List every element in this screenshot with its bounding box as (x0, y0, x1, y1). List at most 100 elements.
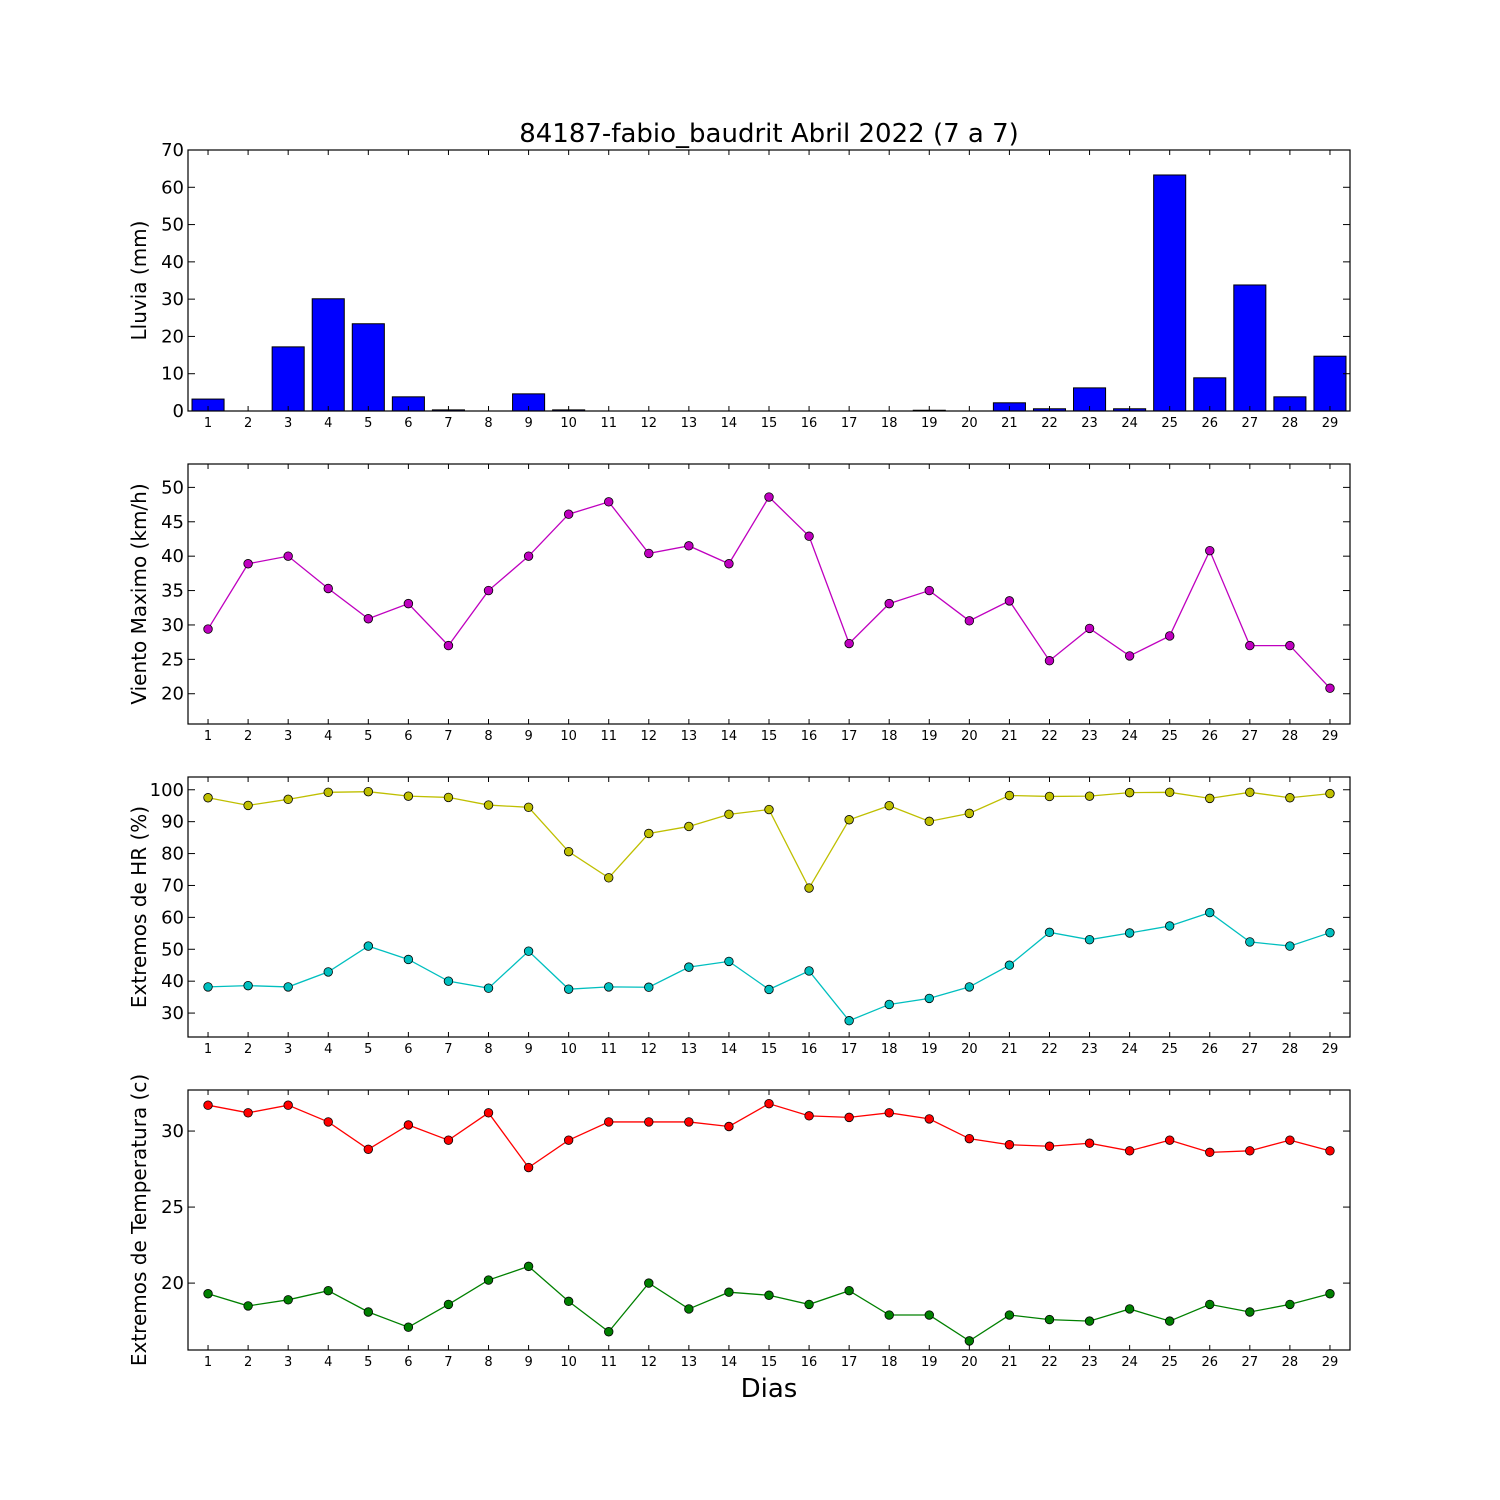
bar-day-4 (311, 298, 345, 412)
x-tick-label: 2 (244, 1355, 252, 1370)
x-tick-label: 3 (284, 729, 292, 744)
point-series-1-day-8 (483, 1108, 494, 1118)
y-tick-label: 20 (161, 326, 184, 347)
point-series-2-day-25 (1164, 1316, 1175, 1326)
x-tick-label: 17 (841, 416, 858, 431)
x-tick-label: 23 (1081, 729, 1098, 744)
point-series-2-day-16 (804, 966, 814, 976)
point-series-1-day-4 (323, 1117, 333, 1127)
panel-3: 1 2 3 4 5 6 7 8 9 10 11 12 13 14 15 16 17 18 19 20 21 22 23 24 2… (127, 776, 1351, 1057)
x-axis-label: Dias (741, 1374, 798, 1404)
y-tick-label: 0 (173, 401, 184, 422)
y-tick-label: 30 (161, 1121, 184, 1142)
bar-day-27 (1233, 284, 1267, 412)
point-series-1-day-3 (283, 1100, 293, 1110)
point-series-2-day-22 (1044, 1314, 1055, 1325)
point-series-1-day-23 (1084, 791, 1095, 801)
point-series-2-day-24 (1124, 1304, 1135, 1314)
point-series-1-day-16 (804, 883, 814, 893)
x-tick-label: 10 (560, 1355, 577, 1370)
x-tick-label: 16 (801, 416, 818, 431)
x-tick-label: 24 (1121, 1042, 1138, 1057)
point-series-1-day-10 (563, 1135, 574, 1145)
point-series-2-day-7 (443, 976, 454, 986)
point-series-1-day-26 (1205, 1147, 1215, 1158)
x-tick-label: 9 (524, 1355, 532, 1370)
panel-4: 1 2 3 4 5 6 7 8 9 10 11 12 13 14 15 16 17 18 19 20 21 22 23 24 2… (127, 1074, 1351, 1370)
point-series-2-day-14 (724, 956, 734, 967)
point-series-1-day-11 (604, 497, 614, 507)
x-tick-label: 2 (244, 729, 252, 744)
point-series-2-day-29 (1325, 927, 1335, 938)
x-tick-label: 19 (921, 729, 938, 744)
x-tick-label: 15 (761, 416, 778, 431)
point-series-2-day-8 (483, 1275, 494, 1285)
x-tick-label: 26 (1201, 416, 1218, 431)
x-tick-label: 23 (1081, 1355, 1098, 1370)
point-series-2-day-24 (1124, 928, 1135, 938)
point-series-1-day-21 (1004, 790, 1015, 801)
y-tick-label: 40 (161, 971, 184, 992)
point-series-2-day-27 (1245, 937, 1255, 947)
x-tick-label: 12 (641, 416, 658, 431)
x-tick-label: 14 (721, 416, 738, 431)
x-tick-label: 23 (1081, 1042, 1098, 1057)
x-tick-label: 7 (444, 1042, 452, 1057)
bar-day-5 (351, 323, 385, 412)
y-tick-label: 90 (161, 812, 184, 833)
x-tick-label: 25 (1161, 729, 1178, 744)
point-series-2-day-6 (403, 1322, 414, 1332)
point-series-1-day-19 (924, 816, 934, 827)
point-series-1-day-26 (1205, 793, 1215, 804)
point-series-1-day-9 (523, 551, 534, 561)
x-tick-label: 28 (1282, 416, 1299, 431)
point-series-2-day-14 (724, 1287, 734, 1297)
x-tick-label: 14 (721, 1355, 738, 1370)
point-series-2-day-3 (283, 982, 293, 992)
bar-day-3 (271, 346, 305, 412)
point-series-2-day-8 (483, 983, 494, 993)
point-series-2-day-1 (203, 982, 213, 992)
panel-1: 1 2 3 4 5 6 7 8 9 10 11 12 13 14 15 16 17 18 19 20 21 22 23 24 2… (127, 140, 1351, 431)
point-series-2-day-15 (764, 1290, 774, 1300)
y-tick-label: 30 (161, 289, 184, 310)
x-tick-label: 9 (524, 1042, 532, 1057)
x-tick-label: 8 (484, 1042, 492, 1057)
point-series-1-day-4 (323, 583, 333, 594)
bar-day-29 (1313, 355, 1347, 412)
point-series-2-day-23 (1084, 935, 1095, 945)
x-tick-label: 7 (444, 729, 452, 744)
point-series-2-day-17 (844, 1285, 854, 1296)
point-series-1-day-7 (443, 792, 454, 803)
x-tick-label: 13 (681, 1355, 698, 1370)
y-tick-label: 50 (161, 215, 184, 236)
point-series-2-day-11 (604, 1327, 614, 1337)
x-tick-label: 24 (1121, 416, 1138, 431)
point-series-1-day-16 (804, 531, 814, 541)
point-series-1-day-28 (1285, 640, 1295, 651)
point-series-1-day-22 (1044, 791, 1055, 802)
point-series-2-day-19 (924, 1310, 934, 1320)
point-series-2-day-12 (644, 1278, 654, 1288)
point-series-1-day-27 (1245, 1146, 1255, 1156)
x-tick-label: 8 (484, 416, 492, 431)
point-series-2-day-26 (1205, 907, 1215, 918)
x-tick-label: 1 (204, 729, 212, 744)
x-tick-label: 12 (641, 1042, 658, 1057)
point-series-1-day-6 (403, 1120, 414, 1130)
y-tick-label: 25 (161, 649, 184, 670)
point-series-2-day-5 (363, 1307, 374, 1317)
x-tick-label: 3 (284, 1042, 292, 1057)
point-series-1-day-28 (1285, 793, 1295, 803)
point-series-1-day-18 (884, 801, 894, 811)
point-series-1-day-10 (563, 509, 574, 519)
x-tick-label: 11 (600, 1355, 617, 1370)
point-series-2-day-1 (203, 1289, 213, 1299)
x-tick-label: 29 (1322, 729, 1339, 744)
x-tick-label: 13 (681, 729, 698, 744)
x-tick-label: 20 (961, 729, 978, 744)
x-tick-label: 18 (881, 1042, 898, 1057)
point-series-1-day-12 (644, 1117, 654, 1127)
